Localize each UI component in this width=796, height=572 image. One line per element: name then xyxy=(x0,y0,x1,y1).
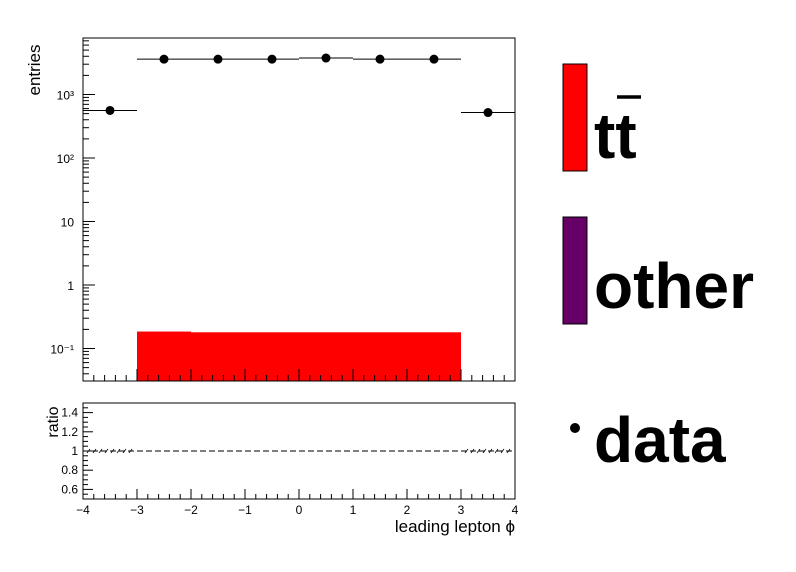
main-y-tick-label: 10² xyxy=(57,152,74,166)
ratio-hatch xyxy=(506,448,511,454)
ratio-x-tick-label: −3 xyxy=(130,503,144,517)
data-point-2 xyxy=(213,54,223,64)
ratio-hatch xyxy=(110,448,115,454)
ratio-reference xyxy=(83,448,515,454)
main-x-axis xyxy=(82,369,516,381)
ratio-x-tick-label: 3 xyxy=(458,503,465,517)
ratio-hatch xyxy=(476,448,481,454)
bar-tt-6 xyxy=(407,332,461,381)
main-frame xyxy=(82,37,516,382)
bar-tt-5 xyxy=(353,332,407,381)
legend-label-tt: tt xyxy=(594,95,641,172)
main-panel: 10⁻¹ 1 10 10² 10³ entries xyxy=(25,37,516,382)
legend-marker-data xyxy=(570,423,580,433)
ratio-y-tick-label: 1 xyxy=(71,444,78,458)
ratio-hatch xyxy=(128,448,133,454)
ratio-hatch xyxy=(488,448,493,454)
ratio-x-tick-label: 0 xyxy=(296,503,303,517)
data-point-6 xyxy=(429,54,439,64)
stack-bars xyxy=(137,331,461,381)
ratio-x-tick-label: 4 xyxy=(512,503,519,517)
ratio-hatch xyxy=(116,448,121,454)
ratio-x-axis: −4 −3 −2 −1 0 1 2 3 4 xyxy=(76,489,519,517)
main-y-axis: 10⁻¹ 1 10 10² 10³ xyxy=(50,40,95,375)
ratio-hatch xyxy=(500,448,505,454)
ratio-hatch xyxy=(104,448,109,454)
legend: tt other data xyxy=(562,63,754,476)
ratio-y-tick-label: 1.4 xyxy=(61,406,78,420)
ratio-hatch xyxy=(494,448,499,454)
data-point-3 xyxy=(267,54,277,64)
ratio-panel: 0.6 0.8 1 1.2 1.4 −4 −3 −2 −1 0 1 2 3 4 ratio leadin… xyxy=(45,402,519,536)
ratio-hatch xyxy=(98,448,103,454)
ratio-y-tick-label: 1.2 xyxy=(61,425,78,439)
legend-swatch-other xyxy=(562,216,588,325)
ratio-x-tick-label: −4 xyxy=(76,503,90,517)
data-point-0 xyxy=(105,105,115,115)
legend-swatch-tt xyxy=(562,63,588,172)
ratio-hatch xyxy=(482,448,487,454)
bar-tt-3 xyxy=(245,332,299,381)
data-point-7 xyxy=(483,108,493,118)
ratio-y-axis: 0.6 0.8 1 1.2 1.4 xyxy=(61,402,93,500)
main-y-label: entries xyxy=(25,44,44,95)
ratio-x-tick-label: 2 xyxy=(404,503,411,517)
legend-text-other: other xyxy=(594,250,754,322)
ratio-y-tick-label: 0.8 xyxy=(61,463,78,477)
data-points xyxy=(83,53,515,118)
main-y-tick-label: 10 xyxy=(61,216,75,230)
ratio-x-tick-label: −1 xyxy=(238,503,252,517)
main-y-tick-label: 1 xyxy=(67,279,74,293)
ratio-hatch xyxy=(122,448,127,454)
legend-text-tt: tt xyxy=(594,100,637,172)
ratio-hatch xyxy=(470,448,475,454)
main-y-tick-label: 10³ xyxy=(57,89,74,103)
data-point-5 xyxy=(375,54,385,64)
ratio-hatch xyxy=(464,448,469,454)
data-point-1 xyxy=(159,54,169,64)
ratio-x-tick-label: 1 xyxy=(350,503,357,517)
bar-tt-1 xyxy=(137,331,191,381)
main-y-tick-label: 10⁻¹ xyxy=(50,343,74,357)
bar-tt-4 xyxy=(299,332,353,381)
ratio-hatch xyxy=(92,448,97,454)
data-point-4 xyxy=(321,53,331,63)
bar-tt-2 xyxy=(191,332,245,381)
legend-text-data: data xyxy=(594,404,726,476)
ratio-y-label: ratio xyxy=(45,406,62,437)
ratio-x-tick-label: −2 xyxy=(184,503,198,517)
ratio-y-tick-label: 0.6 xyxy=(61,482,78,496)
x-axis-label: leading lepton ϕ xyxy=(395,517,515,536)
ratio-hatch xyxy=(86,448,91,454)
